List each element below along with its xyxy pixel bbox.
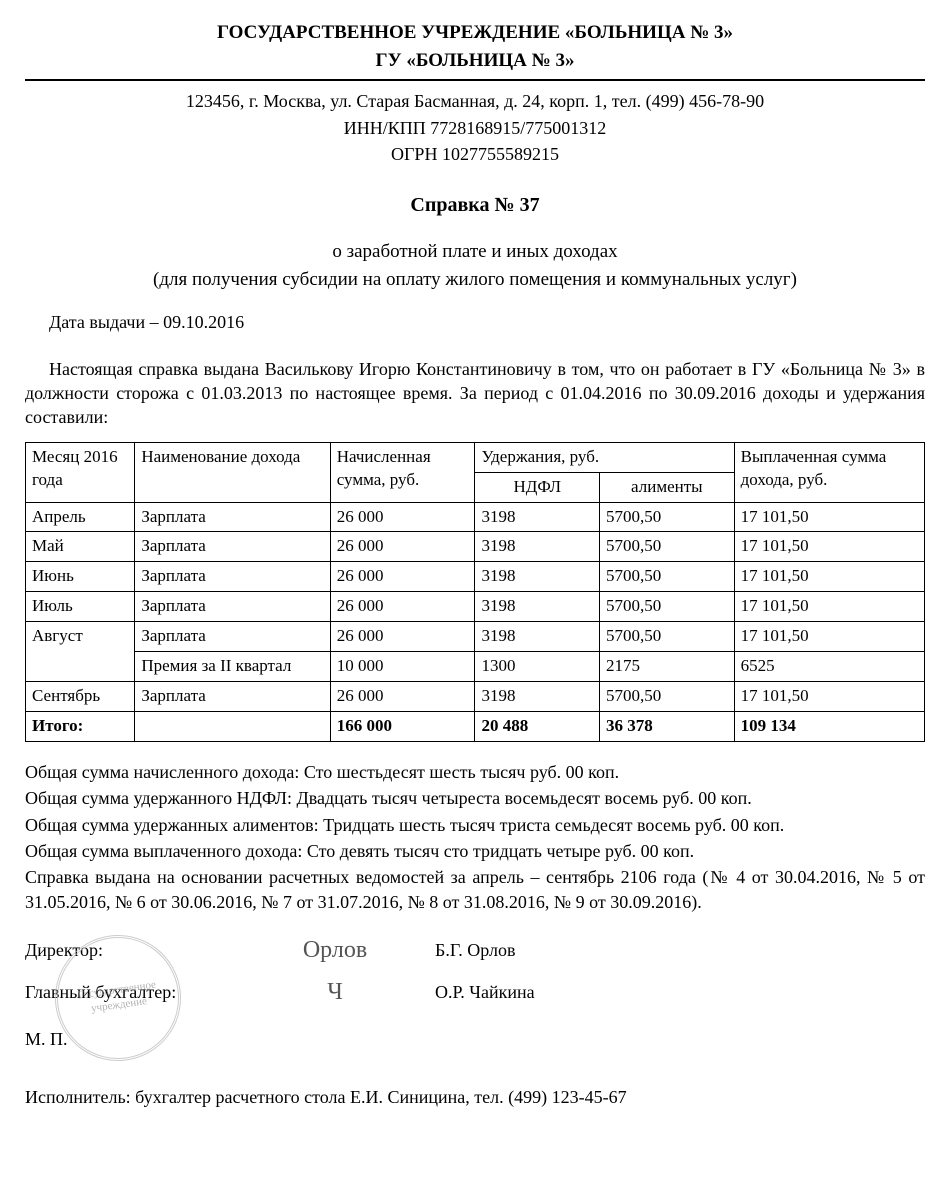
signatures: Директор: Орлов Б.Г. Орлов Главный бухга…	[25, 934, 925, 1051]
cell-accrued: 26 000	[330, 622, 475, 652]
table-row: АвгустЗарплата26 00031985700,5017 101,50	[26, 622, 925, 652]
summary-basis: Справка выдана на основании расчетных ве…	[25, 865, 925, 914]
cell-paid: 17 101,50	[734, 682, 924, 712]
total-ndfl: 20 488	[475, 712, 600, 742]
cell-ndfl: 3198	[475, 592, 600, 622]
cell-month: Июнь	[26, 562, 135, 592]
cell-accrued: 26 000	[330, 592, 475, 622]
cell-month: Сентябрь	[26, 682, 135, 712]
issue-date: Дата выдачи – 09.10.2016	[25, 310, 925, 334]
org-title: ГОСУДАРСТВЕННОЕ УЧРЕЖДЕНИЕ «БОЛЬНИЦА № 3…	[25, 20, 925, 46]
cell-paid: 17 101,50	[734, 622, 924, 652]
divider	[25, 79, 925, 81]
summary-alimony: Общая сумма удержанных алиментов: Тридца…	[25, 813, 925, 837]
accountant-signature: Ч	[235, 976, 435, 1008]
body-text: Настоящая справка выдана Василькову Игор…	[25, 357, 925, 430]
accountant-name: О.Р. Чайкина	[435, 980, 535, 1004]
cell-ndfl: 3198	[475, 622, 600, 652]
cell-alimony: 2175	[600, 652, 735, 682]
cell-month: Август	[26, 622, 135, 682]
cell-alimony: 5700,50	[600, 622, 735, 652]
cell-income-name: Зарплата	[135, 592, 330, 622]
col-month: Месяц 2016 года	[26, 442, 135, 502]
letterhead: ГОСУДАРСТВЕННОЕ УЧРЕЖДЕНИЕ «БОЛЬНИЦА № 3…	[25, 20, 925, 292]
total-paid: 109 134	[734, 712, 924, 742]
executor-line: Исполнитель: бухгалтер расчетного стола …	[25, 1085, 925, 1109]
summary-accrued: Общая сумма начисленного дохода: Сто шес…	[25, 760, 925, 784]
cell-accrued: 26 000	[330, 502, 475, 532]
cell-paid: 17 101,50	[734, 562, 924, 592]
cell-income-name: Зарплата	[135, 562, 330, 592]
cell-ndfl: 3198	[475, 562, 600, 592]
cell-accrued: 26 000	[330, 682, 475, 712]
doc-subtitle: о заработной плате и иных доходах	[25, 239, 925, 265]
director-name: Б.Г. Орлов	[435, 938, 515, 962]
summary-ndfl: Общая сумма удержанного НДФЛ: Двадцать т…	[25, 786, 925, 810]
col-paid: Выплаченная сумма дохода, руб.	[734, 442, 924, 502]
org-subtitle: ГУ «БОЛЬНИЦА № 3»	[25, 48, 925, 74]
summary-paid: Общая сумма выплаченного дохода: Сто дев…	[25, 839, 925, 863]
cell-alimony: 5700,50	[600, 562, 735, 592]
cell-income-name: Зарплата	[135, 532, 330, 562]
cell-alimony: 5700,50	[600, 592, 735, 622]
cell-income-name: Зарплата	[135, 682, 330, 712]
table-row: МайЗарплата26 00031985700,5017 101,50	[26, 532, 925, 562]
cell-paid: 17 101,50	[734, 532, 924, 562]
col-accrued: Начисленная сумма, руб.	[330, 442, 475, 502]
col-withholdings: Удержания, руб.	[475, 442, 734, 472]
director-signature: Орлов	[235, 934, 435, 966]
total-alimony: 36 378	[600, 712, 735, 742]
cell-month: Июль	[26, 592, 135, 622]
total-row: Итого: 166 000 20 488 36 378 109 134	[26, 712, 925, 742]
accountant-role: Главный бухгалтер:	[25, 980, 235, 1004]
col-alimony: алименты	[600, 472, 735, 502]
table-row: ИюньЗарплата26 00031985700,5017 101,50	[26, 562, 925, 592]
director-role: Директор:	[25, 938, 235, 962]
col-income-name: Наименование дохода	[135, 442, 330, 502]
org-ogrn: ОГРН 1027755589215	[25, 142, 925, 166]
cell-accrued: 10 000	[330, 652, 475, 682]
org-inn-kpp: ИНН/КПП 7728168915/775001312	[25, 116, 925, 140]
table-row: СентябрьЗарплата26 00031985700,5017 101,…	[26, 682, 925, 712]
cell-ndfl: 1300	[475, 652, 600, 682]
cell-income-name: Премия за II квартал	[135, 652, 330, 682]
cell-alimony: 5700,50	[600, 682, 735, 712]
cell-alimony: 5700,50	[600, 532, 735, 562]
cell-paid: 17 101,50	[734, 592, 924, 622]
cell-paid: 17 101,50	[734, 502, 924, 532]
cell-month: Апрель	[26, 502, 135, 532]
cell-accrued: 26 000	[330, 532, 475, 562]
stamp-placeholder: М. П.	[25, 1027, 925, 1051]
cell-income-name: Зарплата	[135, 502, 330, 532]
income-table: Месяц 2016 года Наименование дохода Начи…	[25, 442, 925, 742]
table-row: АпрельЗарплата26 00031985700,5017 101,50	[26, 502, 925, 532]
summary-block: Общая сумма начисленного дохода: Сто шес…	[25, 760, 925, 914]
table-row: ИюльЗарплата26 00031985700,5017 101,50	[26, 592, 925, 622]
cell-accrued: 26 000	[330, 562, 475, 592]
cell-ndfl: 3198	[475, 532, 600, 562]
total-accrued: 166 000	[330, 712, 475, 742]
cell-income-name: Зарплата	[135, 622, 330, 652]
org-address: 123456, г. Москва, ул. Старая Басманная,…	[25, 89, 925, 113]
doc-title: Справка № 37	[25, 192, 925, 219]
cell-ndfl: 3198	[475, 682, 600, 712]
col-ndfl: НДФЛ	[475, 472, 600, 502]
cell-paid: 6525	[734, 652, 924, 682]
cell-alimony: 5700,50	[600, 502, 735, 532]
doc-purpose: (для получения субсидии на оплату жилого…	[25, 267, 925, 293]
total-label: Итого:	[26, 712, 135, 742]
cell-month: Май	[26, 532, 135, 562]
table-row: Премия за II квартал10 000130021756525	[26, 652, 925, 682]
cell-ndfl: 3198	[475, 502, 600, 532]
